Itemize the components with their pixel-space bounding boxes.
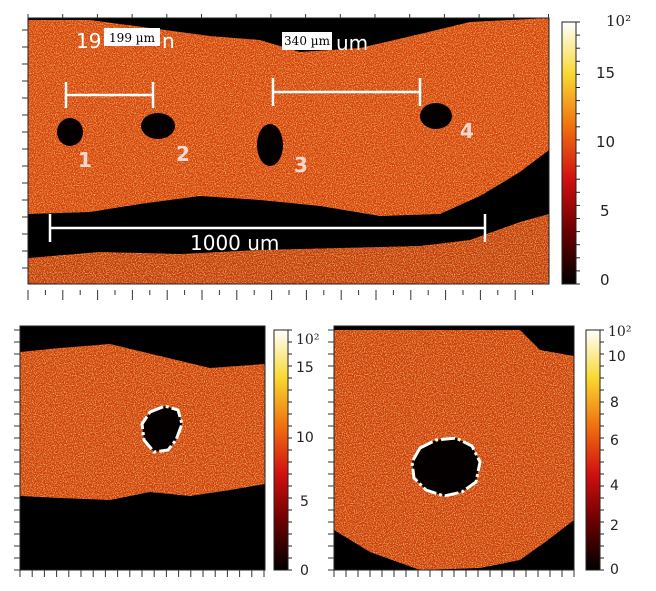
scale-label-1-suffix: n bbox=[162, 29, 175, 53]
hole-label-1: 1 bbox=[78, 148, 92, 172]
bottom-left-hole bbox=[142, 406, 182, 452]
hole-label-3: 3 bbox=[294, 153, 308, 177]
top-colorbar: 10² 15 10 5 0 bbox=[561, 12, 631, 289]
top-image-panel: 19 199 µm n 340 µm um 1000 um 1 2 3 4 10… bbox=[22, 12, 631, 300]
top-bottom-ticks bbox=[27, 290, 534, 300]
scale-bar-2 bbox=[271, 78, 422, 106]
top-tissue-band bbox=[28, 18, 549, 216]
bottom-left-image-panel: 10² 15 10 5 0 bbox=[14, 325, 319, 579]
bottom-left-colorbar: 10² 15 10 5 0 bbox=[273, 329, 319, 579]
bottom-right-colorbar-tick-6: 6 bbox=[610, 433, 619, 449]
scale-label-2-box bbox=[282, 32, 332, 50]
bottom-right-colorbar-exponent: 10² bbox=[608, 324, 631, 340]
top-colorbar-tick-5: 5 bbox=[600, 202, 610, 220]
bottom-left-ticks bbox=[14, 329, 265, 577]
bottom-left-colorbar-tick-0: 0 bbox=[300, 563, 309, 579]
top-colorbar-exponent: 10² bbox=[606, 12, 631, 30]
bottom-left-colorbar-tick-10: 10 bbox=[296, 430, 314, 446]
scale-label-1: 199 µm bbox=[109, 31, 156, 45]
top-x-ticks bbox=[27, 14, 549, 18]
bottom-right-colorbar-tick-2: 2 bbox=[610, 518, 619, 534]
scale-label-2: 340 µm bbox=[284, 34, 331, 48]
top-colorbar-gradient bbox=[561, 21, 577, 285]
bottom-right-colorbar-tick-8: 8 bbox=[610, 395, 619, 411]
bottom-left-colorbar-gradient bbox=[273, 329, 289, 571]
top-colorbar-tick-0: 0 bbox=[600, 271, 610, 289]
bottom-right-colorbar-gradient bbox=[585, 329, 601, 571]
hole-label-4: 4 bbox=[460, 119, 474, 143]
top-tissue-lower-band bbox=[28, 214, 549, 284]
top-colorbar-tick-15: 15 bbox=[596, 64, 615, 82]
hole-label-2: 2 bbox=[176, 142, 190, 166]
scale-label-3: 1000 um bbox=[190, 231, 279, 255]
top-image-frame bbox=[27, 17, 550, 285]
top-y-ticks bbox=[22, 29, 28, 269]
scale-label-2-suffix: um bbox=[336, 31, 368, 55]
bottom-right-image-panel: 10² 10 8 6 4 2 0 bbox=[328, 324, 631, 578]
bottom-right-colorbar-tick-4: 4 bbox=[610, 478, 619, 494]
hole-4 bbox=[420, 103, 452, 129]
scale-label-1-box bbox=[104, 28, 160, 46]
bottom-left-colorbar-tick-15: 15 bbox=[296, 360, 314, 376]
hole-2 bbox=[141, 113, 175, 139]
bottom-right-colorbar-tick-10: 10 bbox=[608, 349, 626, 365]
top-colorbar-tick-10: 10 bbox=[596, 133, 615, 151]
scale-bar-3 bbox=[48, 214, 487, 242]
bottom-right-hole bbox=[412, 438, 480, 496]
hole-1 bbox=[57, 118, 83, 146]
scale-bar-1 bbox=[64, 82, 155, 108]
bottom-left-colorbar-exponent: 10² bbox=[296, 332, 319, 348]
hole-3 bbox=[257, 124, 283, 166]
bottom-right-ticks bbox=[328, 329, 575, 577]
bottom-left-colorbar-tick-5: 5 bbox=[300, 494, 309, 510]
scale-label-1-prefix: 19 bbox=[76, 29, 101, 53]
bottom-right-colorbar-tick-0: 0 bbox=[610, 562, 619, 578]
bottom-right-hole-outline bbox=[410, 436, 482, 498]
bottom-right-colorbar: 10² 10 8 6 4 2 0 bbox=[585, 324, 631, 578]
